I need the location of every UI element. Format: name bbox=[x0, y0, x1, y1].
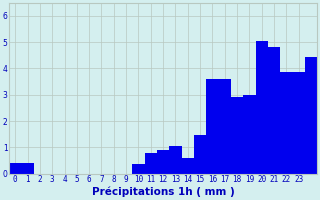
X-axis label: Précipitations 1h ( mm ): Précipitations 1h ( mm ) bbox=[92, 187, 235, 197]
Bar bbox=[292, 72, 305, 174]
Bar bbox=[206, 79, 219, 174]
Bar bbox=[280, 72, 292, 174]
Bar bbox=[169, 146, 182, 174]
Bar bbox=[145, 153, 157, 174]
Bar bbox=[194, 135, 206, 174]
Bar bbox=[157, 150, 169, 174]
Bar bbox=[231, 97, 243, 174]
Bar bbox=[132, 164, 145, 174]
Bar bbox=[268, 47, 280, 174]
Bar bbox=[305, 57, 317, 174]
Bar bbox=[317, 68, 320, 174]
Bar bbox=[256, 41, 268, 174]
Bar bbox=[9, 163, 21, 174]
Bar bbox=[219, 79, 231, 174]
Bar bbox=[243, 95, 256, 174]
Bar bbox=[182, 158, 194, 174]
Bar bbox=[21, 163, 34, 174]
